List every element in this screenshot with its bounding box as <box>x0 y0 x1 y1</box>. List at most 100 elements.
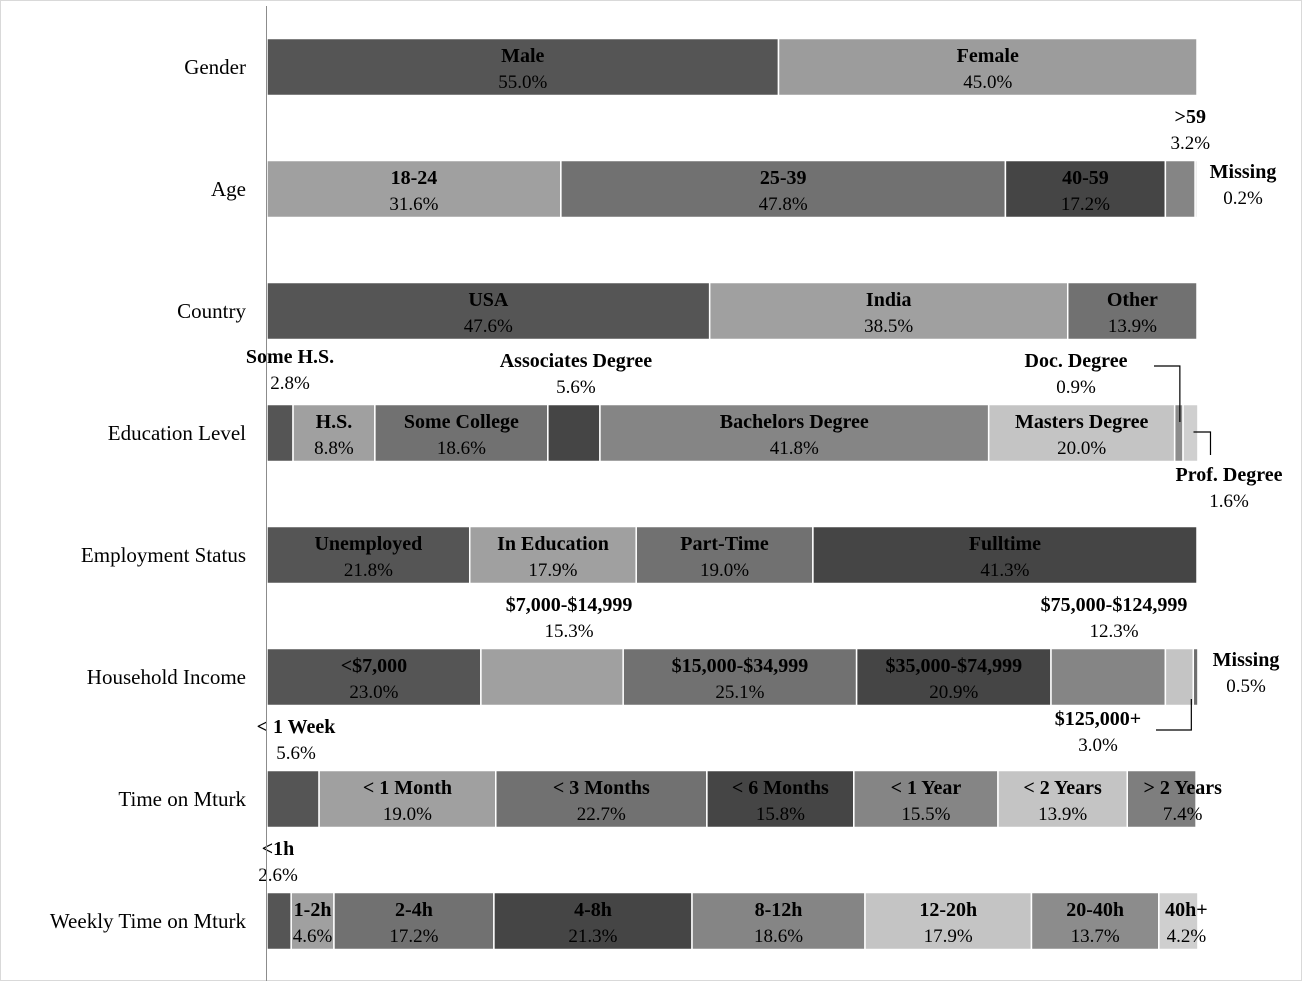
segment-4-3-value: 41.3% <box>980 560 1029 581</box>
segment-5-5-label: $125,000+ <box>1055 708 1141 730</box>
segment-3-5-label: Masters Degree <box>1015 411 1149 433</box>
segment-6-0-value: 5.6% <box>276 743 316 764</box>
bar-segment <box>1182 403 1199 463</box>
bar-segment <box>266 769 320 829</box>
segment-7-7-value: 4.2% <box>1167 926 1207 947</box>
bar-segment <box>1158 891 1199 951</box>
bars-layer <box>266 37 1199 951</box>
segment-6-0-label: < 1 Week <box>257 716 337 738</box>
segment-6-2-value: 22.7% <box>577 804 626 825</box>
category-label-6: Time on Mturk <box>118 787 246 811</box>
bar-segment <box>1050 647 1167 707</box>
bar-segment <box>374 403 549 463</box>
segment-3-4-value: 41.8% <box>770 438 819 459</box>
segment-2-1-value: 38.5% <box>864 316 913 337</box>
bar-segment <box>1066 281 1198 341</box>
labels-layer: Gender Male 55.0% Female 45.0% Age 18-24 31.6% 2… <box>50 45 1283 947</box>
bar-segment <box>468 525 637 585</box>
segment-5-1-label: $7,000-$14,999 <box>506 594 633 616</box>
segment-6-5-label: < 2 Years <box>1023 777 1102 799</box>
category-label-4: Employment Status <box>81 543 246 567</box>
segment-5-1-value: 15.3% <box>545 621 594 642</box>
segment-3-6-label: Doc. Degree <box>1025 350 1128 372</box>
segment-3-5-value: 20.0% <box>1057 438 1106 459</box>
segment-7-5-label: 12-20h <box>919 899 977 921</box>
segment-1-2-value: 17.2% <box>1061 194 1110 215</box>
bar-segment <box>266 281 711 341</box>
segment-3-1-value: 8.8% <box>314 438 354 459</box>
segment-5-0-value: 23.0% <box>349 682 398 703</box>
segment-4-3-label: Fulltime <box>969 533 1041 555</box>
segment-3-2-label: Some College <box>404 411 519 433</box>
category-label-0: Gender <box>184 55 246 79</box>
segment-5-3-label: $35,000-$74,999 <box>885 655 1022 677</box>
segment-2-1-label: India <box>866 289 912 311</box>
segment-5-6-value: 0.5% <box>1226 676 1266 697</box>
bar-segment <box>1004 159 1167 219</box>
segment-3-6-value: 0.9% <box>1056 377 1096 398</box>
segment-7-5-value: 17.9% <box>924 926 973 947</box>
bar-segment <box>706 769 855 829</box>
bar-segment <box>318 769 497 829</box>
bar-segment <box>987 403 1176 463</box>
bar-segment <box>266 159 562 219</box>
segment-5-0-label: <$7,000 <box>341 655 407 677</box>
bar-segment <box>560 159 1007 219</box>
bar-segment <box>1173 403 1184 463</box>
segment-5-4-value: 12.3% <box>1089 621 1138 642</box>
segment-1-0-value: 31.6% <box>389 194 438 215</box>
segment-3-0-value: 2.8% <box>270 373 310 394</box>
bar-segment <box>266 403 294 463</box>
segment-3-7-value: 1.6% <box>1209 491 1249 512</box>
bar-segment <box>547 403 601 463</box>
segment-4-1-value: 17.9% <box>528 560 577 581</box>
segment-5-4-label: $75,000-$124,999 <box>1041 594 1188 616</box>
segment-1-2-label: 40-59 <box>1062 167 1109 189</box>
segment-5-2-label: $15,000-$34,999 <box>672 655 809 677</box>
segment-4-2-label: Part-Time <box>680 533 769 555</box>
segment-1-1-label: 25-39 <box>760 167 807 189</box>
bar-segment <box>495 769 708 829</box>
segment-2-0-label: USA <box>468 289 509 311</box>
segment-0-1-label: Female <box>957 45 1019 67</box>
bar-segment <box>708 281 1069 341</box>
segment-1-1-value: 47.8% <box>759 194 808 215</box>
category-label-1: Age <box>211 177 246 201</box>
segment-1-4-label: Missing <box>1210 161 1277 183</box>
segment-4-2-value: 19.0% <box>700 560 749 581</box>
bar-segment <box>480 647 624 707</box>
segment-1-3-label: >59 <box>1175 106 1206 128</box>
segment-6-3-value: 15.8% <box>756 804 805 825</box>
segment-5-5-value: 3.0% <box>1078 735 1118 756</box>
segment-6-3-label: < 6 Months <box>732 777 829 799</box>
segment-6-6-value: 7.4% <box>1163 804 1203 825</box>
segment-3-0-label: Some H.S. <box>246 346 334 368</box>
segment-0-0-label: Male <box>501 45 544 67</box>
segment-7-2-label: 2-4h <box>395 899 433 921</box>
segment-5-3-value: 20.9% <box>929 682 978 703</box>
segment-1-0-label: 18-24 <box>391 167 438 189</box>
category-label-3: Education Level <box>108 421 246 445</box>
bar-segment <box>691 891 866 951</box>
segment-6-1-label: < 1 Month <box>363 777 452 799</box>
bar-segment <box>622 647 858 707</box>
segment-6-4-label: < 1 Year <box>891 777 962 799</box>
category-label-2: Country <box>177 299 246 323</box>
segment-0-1-value: 45.0% <box>963 72 1012 93</box>
bar-segment <box>812 525 1198 585</box>
segment-7-2-value: 17.2% <box>389 926 438 947</box>
category-label-5: Household Income <box>87 665 246 689</box>
bar-segment <box>1030 891 1160 951</box>
bar-segment <box>777 37 1198 97</box>
segment-4-1-label: In Education <box>497 533 609 555</box>
bar-segment <box>864 891 1033 951</box>
bar-segment <box>266 891 292 951</box>
segment-7-7-label: 40h+ <box>1165 899 1208 921</box>
bar-segment <box>853 769 999 829</box>
segment-5-2-value: 25.1% <box>715 682 764 703</box>
bar-segment <box>1164 647 1195 707</box>
bar-segment <box>1126 769 1197 829</box>
segment-7-1-label: 1-2h <box>294 899 332 921</box>
segment-6-4-value: 15.5% <box>901 804 950 825</box>
segment-7-6-label: 20-40h <box>1066 899 1124 921</box>
